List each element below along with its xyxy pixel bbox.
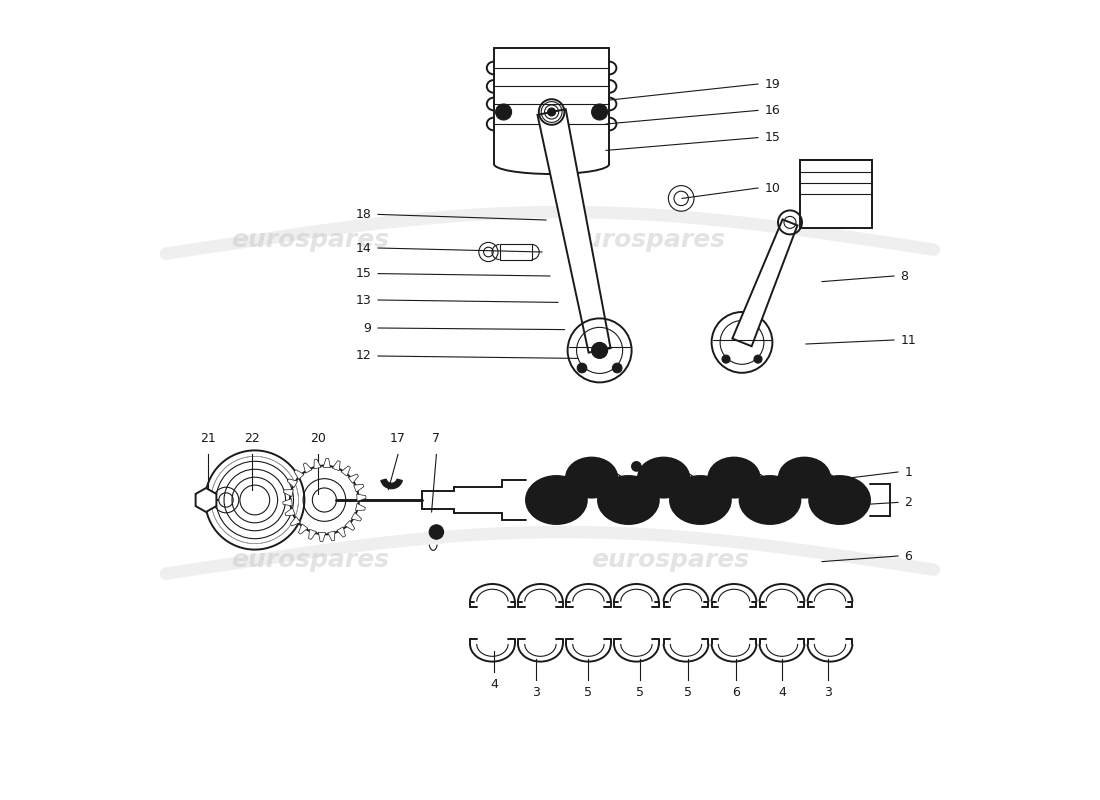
Polygon shape xyxy=(328,531,334,541)
Polygon shape xyxy=(304,463,312,473)
Ellipse shape xyxy=(566,458,617,498)
Text: 20: 20 xyxy=(310,432,326,445)
Circle shape xyxy=(613,363,621,373)
Polygon shape xyxy=(651,466,718,519)
Polygon shape xyxy=(196,488,217,512)
Polygon shape xyxy=(285,508,295,516)
Polygon shape xyxy=(792,466,858,519)
Text: 1: 1 xyxy=(904,466,912,478)
Polygon shape xyxy=(351,513,362,521)
Text: 3: 3 xyxy=(825,686,833,699)
Circle shape xyxy=(548,108,556,116)
Circle shape xyxy=(592,104,607,120)
Text: 3: 3 xyxy=(531,686,539,699)
Polygon shape xyxy=(294,470,304,479)
Text: 18: 18 xyxy=(355,208,372,221)
Text: eurospares: eurospares xyxy=(591,548,749,572)
Bar xyxy=(499,244,531,259)
Circle shape xyxy=(496,104,512,120)
Ellipse shape xyxy=(739,476,801,524)
Text: 14: 14 xyxy=(355,242,372,254)
Text: 21: 21 xyxy=(200,432,217,445)
Polygon shape xyxy=(309,530,317,539)
Polygon shape xyxy=(323,458,330,468)
Ellipse shape xyxy=(526,476,586,524)
Polygon shape xyxy=(356,494,366,502)
Polygon shape xyxy=(314,459,321,469)
Polygon shape xyxy=(298,524,308,534)
Polygon shape xyxy=(332,461,340,470)
Text: 15: 15 xyxy=(355,267,372,280)
Text: 22: 22 xyxy=(244,432,261,445)
Text: 4: 4 xyxy=(491,678,498,691)
Ellipse shape xyxy=(638,458,690,498)
Circle shape xyxy=(592,342,607,358)
Polygon shape xyxy=(722,466,789,519)
Polygon shape xyxy=(354,484,364,492)
Text: eurospares: eurospares xyxy=(231,228,389,252)
Text: 5: 5 xyxy=(636,686,644,699)
Text: 5: 5 xyxy=(683,686,692,699)
Ellipse shape xyxy=(598,476,659,524)
Polygon shape xyxy=(283,498,293,506)
Polygon shape xyxy=(538,109,610,353)
Text: 4: 4 xyxy=(778,686,785,699)
Polygon shape xyxy=(579,466,647,519)
Text: 16: 16 xyxy=(764,104,780,117)
Text: 9: 9 xyxy=(364,322,372,334)
Text: 5: 5 xyxy=(584,686,593,699)
Polygon shape xyxy=(337,527,345,537)
Text: 2: 2 xyxy=(904,496,912,509)
Polygon shape xyxy=(345,521,354,530)
Text: eurospares: eurospares xyxy=(231,548,389,572)
Wedge shape xyxy=(381,479,403,489)
Text: 15: 15 xyxy=(764,131,780,144)
Polygon shape xyxy=(349,474,359,483)
Text: 6: 6 xyxy=(904,550,912,562)
Text: 12: 12 xyxy=(355,350,372,362)
Polygon shape xyxy=(290,517,300,526)
Text: 19: 19 xyxy=(764,78,780,90)
Polygon shape xyxy=(287,479,297,487)
Bar xyxy=(800,160,871,228)
Ellipse shape xyxy=(708,458,760,498)
Polygon shape xyxy=(733,219,798,346)
Ellipse shape xyxy=(670,476,730,524)
Text: 10: 10 xyxy=(764,182,780,194)
Polygon shape xyxy=(355,503,365,510)
Text: 6: 6 xyxy=(732,686,739,699)
Text: 11: 11 xyxy=(901,334,916,346)
Circle shape xyxy=(429,525,443,539)
Text: 13: 13 xyxy=(355,294,372,306)
Ellipse shape xyxy=(810,476,870,524)
Text: 7: 7 xyxy=(432,432,440,445)
Circle shape xyxy=(754,355,762,363)
Circle shape xyxy=(578,363,586,373)
Polygon shape xyxy=(318,532,326,542)
Circle shape xyxy=(722,355,730,363)
Text: eurospares: eurospares xyxy=(566,228,725,252)
Polygon shape xyxy=(341,466,351,476)
Polygon shape xyxy=(284,490,294,497)
Text: 8: 8 xyxy=(901,270,909,282)
Circle shape xyxy=(631,462,641,471)
Text: 17: 17 xyxy=(390,432,406,445)
Ellipse shape xyxy=(779,458,830,498)
